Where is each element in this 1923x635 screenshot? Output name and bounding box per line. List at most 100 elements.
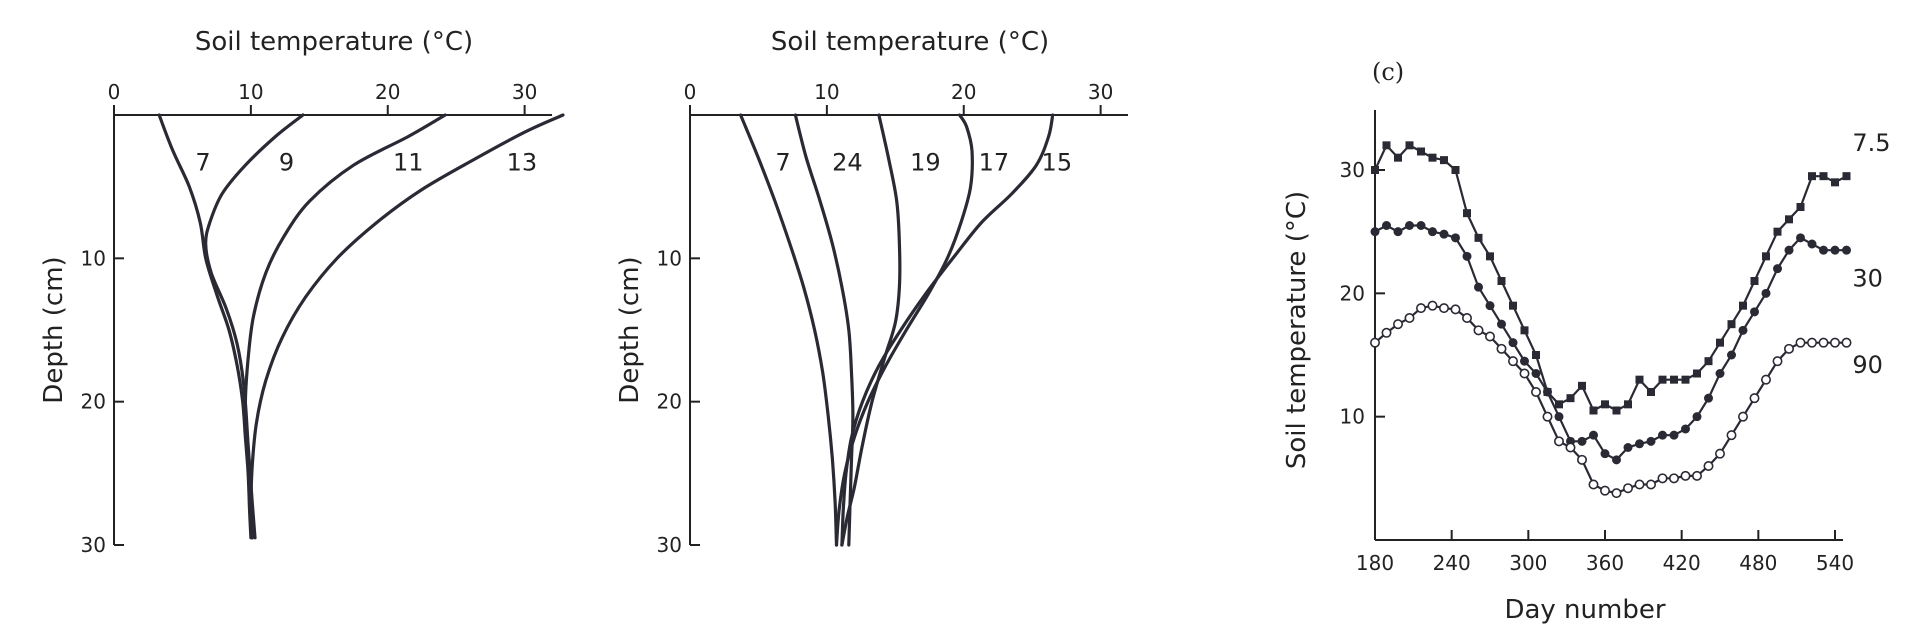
- data-point: [1416, 303, 1427, 314]
- data-point: [1612, 406, 1621, 415]
- data-point: [1772, 356, 1783, 367]
- profile-curve-11: [243, 113, 447, 540]
- data-point: [1405, 141, 1414, 150]
- panel-c-tag: (c): [1372, 58, 1404, 86]
- x-tick-label: 30: [1088, 80, 1113, 104]
- profile-curve-7: [157, 113, 253, 540]
- data-point: [1370, 227, 1380, 237]
- curve-label-9: 9: [279, 148, 294, 176]
- data-point: [1773, 227, 1782, 236]
- data-point: [1531, 369, 1541, 378]
- data-point: [1601, 400, 1609, 409]
- data-point: [1784, 245, 1794, 255]
- data-point: [1611, 488, 1622, 499]
- data-point: [1371, 166, 1379, 174]
- series-7.5: [1371, 141, 1851, 415]
- panel-a-xlabel: Soil temperature (°C): [195, 27, 473, 57]
- data-point: [1381, 327, 1392, 338]
- x-tick-label: 240: [1433, 551, 1471, 575]
- data-point: [1841, 337, 1852, 348]
- x-tick-label: 0: [684, 80, 697, 104]
- y-tick-label: 30: [81, 533, 106, 557]
- data-point: [1762, 252, 1770, 261]
- panel-c-xlabel: Day number: [1504, 595, 1665, 625]
- data-point: [1795, 337, 1806, 348]
- data-point: [1474, 282, 1483, 292]
- panel-b-axes: 0 10 20 30 10 20 30: [657, 80, 1128, 557]
- y-tick-label: 10: [657, 246, 682, 270]
- data-point: [1681, 424, 1690, 434]
- x-tick-label: 360: [1586, 551, 1624, 575]
- x-tick-label: 10: [238, 80, 263, 104]
- data-point: [1393, 227, 1403, 237]
- data-point: [1600, 485, 1611, 496]
- data-point: [1715, 369, 1725, 378]
- panel-b-xlabel: Soil temperature (°C): [771, 27, 1049, 57]
- data-point: [1623, 443, 1633, 452]
- y-tick-label: 20: [1340, 281, 1365, 305]
- panel-c-ylabel: Soil temperature (°C): [1282, 191, 1312, 469]
- data-point: [1463, 209, 1471, 218]
- series-label-30: 30: [1852, 265, 1883, 293]
- data-point: [1462, 312, 1473, 323]
- data-point: [1462, 251, 1472, 261]
- data-point: [1715, 448, 1726, 459]
- data-point: [1692, 470, 1703, 481]
- panel-b-ylabel: Depth (cm): [615, 256, 645, 403]
- profile-curve-19: [840, 113, 902, 547]
- data-point: [1818, 337, 1829, 348]
- data-point: [1808, 172, 1816, 181]
- x-tick-label: 0: [108, 80, 121, 104]
- data-point: [1784, 343, 1795, 354]
- panel-c-axes: 180 240 300 360 420 480 540 10 20 30: [1340, 110, 1854, 575]
- curve-label-11: 11: [393, 148, 424, 176]
- data-point: [1842, 172, 1851, 181]
- x-tick-label: 180: [1356, 551, 1394, 575]
- data-point: [1739, 301, 1747, 310]
- data-point: [1670, 375, 1678, 384]
- data-point: [1577, 436, 1587, 446]
- data-point: [1681, 375, 1690, 384]
- data-point: [1497, 277, 1506, 285]
- curve-label-15: 15: [1042, 148, 1073, 176]
- data-point: [1577, 454, 1588, 465]
- data-point: [1450, 304, 1461, 315]
- y-tick-label: 20: [81, 390, 106, 414]
- data-point: [1600, 449, 1610, 459]
- data-point: [1796, 233, 1805, 243]
- data-point: [1761, 374, 1772, 385]
- depth-profile-panel-a: Soil temperature (°C) Depth (cm) 0 10 20 30…: [39, 27, 565, 557]
- data-point: [1588, 479, 1599, 490]
- data-point: [1497, 319, 1506, 329]
- data-point: [1807, 239, 1817, 249]
- data-point: [1542, 411, 1553, 422]
- data-point: [1393, 319, 1404, 330]
- data-point: [1669, 473, 1680, 484]
- y-tick-label: 20: [657, 390, 682, 414]
- curve-label-7: 7: [775, 148, 790, 176]
- data-point: [1785, 215, 1793, 224]
- x-tick-label: 540: [1816, 551, 1854, 575]
- data-point: [1693, 369, 1701, 378]
- data-point: [1727, 320, 1736, 329]
- x-tick-label: 300: [1509, 551, 1547, 575]
- x-tick-label: 30: [512, 80, 537, 104]
- data-point: [1830, 245, 1840, 255]
- profile-curve-15: [840, 113, 1055, 547]
- data-point: [1819, 172, 1828, 181]
- data-point: [1520, 326, 1529, 335]
- series-30: [1370, 221, 1851, 465]
- data-point: [1726, 430, 1737, 441]
- data-point: [1509, 301, 1517, 310]
- data-point: [1531, 386, 1542, 397]
- data-point: [1773, 264, 1782, 274]
- data-point: [1519, 368, 1530, 379]
- profile-curve-7: [739, 113, 839, 547]
- y-tick-label: 30: [657, 533, 682, 557]
- x-tick-label: 20: [951, 80, 976, 104]
- curve-label-19: 19: [910, 148, 941, 176]
- x-tick-label: 10: [814, 80, 839, 104]
- data-point: [1716, 338, 1724, 347]
- data-point: [1451, 166, 1460, 174]
